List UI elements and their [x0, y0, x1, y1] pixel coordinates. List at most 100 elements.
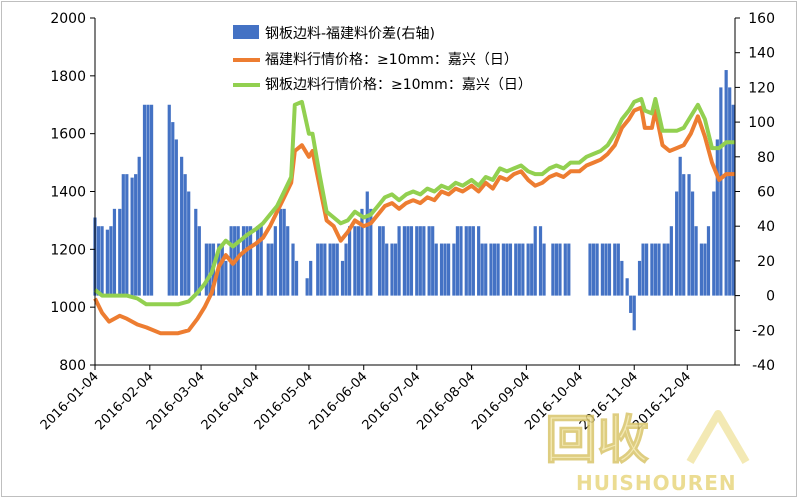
bar	[118, 208, 122, 296]
bar	[694, 226, 698, 296]
bar	[125, 174, 129, 296]
bar	[641, 243, 645, 296]
bar	[514, 243, 518, 296]
bar	[415, 226, 419, 296]
y-right-tick-label: -40	[752, 358, 775, 374]
legend-bar-label: 钢板边料-福建料价差(右轴)	[265, 26, 435, 42]
bar	[236, 226, 240, 296]
bar	[316, 243, 320, 296]
bar	[224, 260, 228, 296]
bar	[526, 243, 530, 296]
bar	[344, 243, 348, 296]
bar	[455, 226, 460, 296]
y-right-tick-label: 80	[757, 150, 775, 166]
bar	[521, 243, 525, 296]
bar	[678, 156, 682, 296]
bar	[505, 243, 509, 296]
bar	[632, 295, 636, 331]
bar	[542, 243, 546, 296]
bar	[402, 226, 406, 296]
bar	[629, 295, 633, 313]
bar	[625, 278, 629, 296]
bar	[309, 260, 313, 296]
bar	[319, 243, 323, 296]
bar	[508, 243, 513, 296]
y-right-tick-label: 20	[757, 254, 775, 270]
y-left-tick-label: 1200	[50, 242, 86, 258]
bar	[105, 229, 109, 296]
bar	[669, 226, 673, 296]
bar	[248, 226, 253, 296]
bar	[353, 226, 357, 296]
y-right-tick-label: 120	[748, 80, 775, 96]
bar	[294, 260, 299, 296]
bar	[259, 226, 263, 296]
bar	[675, 191, 679, 296]
bar	[480, 243, 484, 296]
bar	[724, 70, 728, 296]
bar	[567, 243, 571, 296]
bar	[167, 104, 171, 296]
bar	[183, 174, 187, 296]
bar	[471, 226, 475, 296]
bar	[653, 243, 658, 296]
bar	[517, 243, 521, 296]
bar	[650, 243, 654, 296]
bar	[427, 226, 431, 296]
bar	[690, 191, 695, 296]
bar	[270, 243, 274, 296]
bar	[142, 104, 147, 296]
bar	[130, 177, 134, 296]
bar	[96, 226, 101, 296]
bar	[109, 226, 113, 296]
bar	[360, 208, 364, 296]
bar	[459, 226, 463, 296]
legend-line2-label: 钢板边料行情价格：≥10mm：嘉兴（日）	[265, 77, 532, 93]
bar	[607, 243, 612, 296]
bar	[305, 278, 309, 296]
bar	[266, 243, 270, 296]
bar	[533, 226, 537, 296]
bar	[171, 122, 175, 296]
bar	[273, 226, 277, 296]
bar	[477, 226, 481, 296]
bar	[496, 243, 500, 296]
bar	[409, 226, 414, 296]
bar	[645, 243, 649, 296]
bar	[613, 243, 617, 296]
bar	[637, 260, 642, 296]
bar	[439, 243, 444, 296]
bar	[715, 139, 719, 296]
bar	[241, 226, 246, 296]
bar	[431, 226, 435, 296]
bar	[385, 243, 389, 296]
bar	[446, 243, 451, 296]
bar	[279, 208, 283, 296]
bar	[149, 104, 154, 296]
bar	[484, 243, 488, 296]
y-left-tick-label: 800	[59, 358, 86, 374]
bar	[662, 243, 666, 296]
y-right-tick-label: 60	[757, 185, 775, 201]
bar	[703, 243, 707, 296]
bar	[286, 226, 290, 296]
bar	[492, 243, 497, 296]
legend-bar-swatch	[233, 25, 259, 39]
bar	[146, 104, 150, 296]
bar	[121, 174, 125, 296]
bar	[381, 226, 385, 296]
bar	[588, 243, 592, 296]
bar	[194, 208, 198, 296]
y-right-tick-label: 160	[748, 11, 775, 27]
bar	[538, 226, 543, 296]
bar	[137, 156, 141, 296]
bar	[558, 243, 562, 296]
bar	[220, 243, 224, 296]
y-right-tick-label: 140	[748, 46, 775, 62]
bar	[464, 226, 468, 296]
bar	[291, 243, 295, 296]
bar	[282, 208, 286, 296]
bar	[551, 243, 555, 296]
bar	[256, 226, 260, 296]
